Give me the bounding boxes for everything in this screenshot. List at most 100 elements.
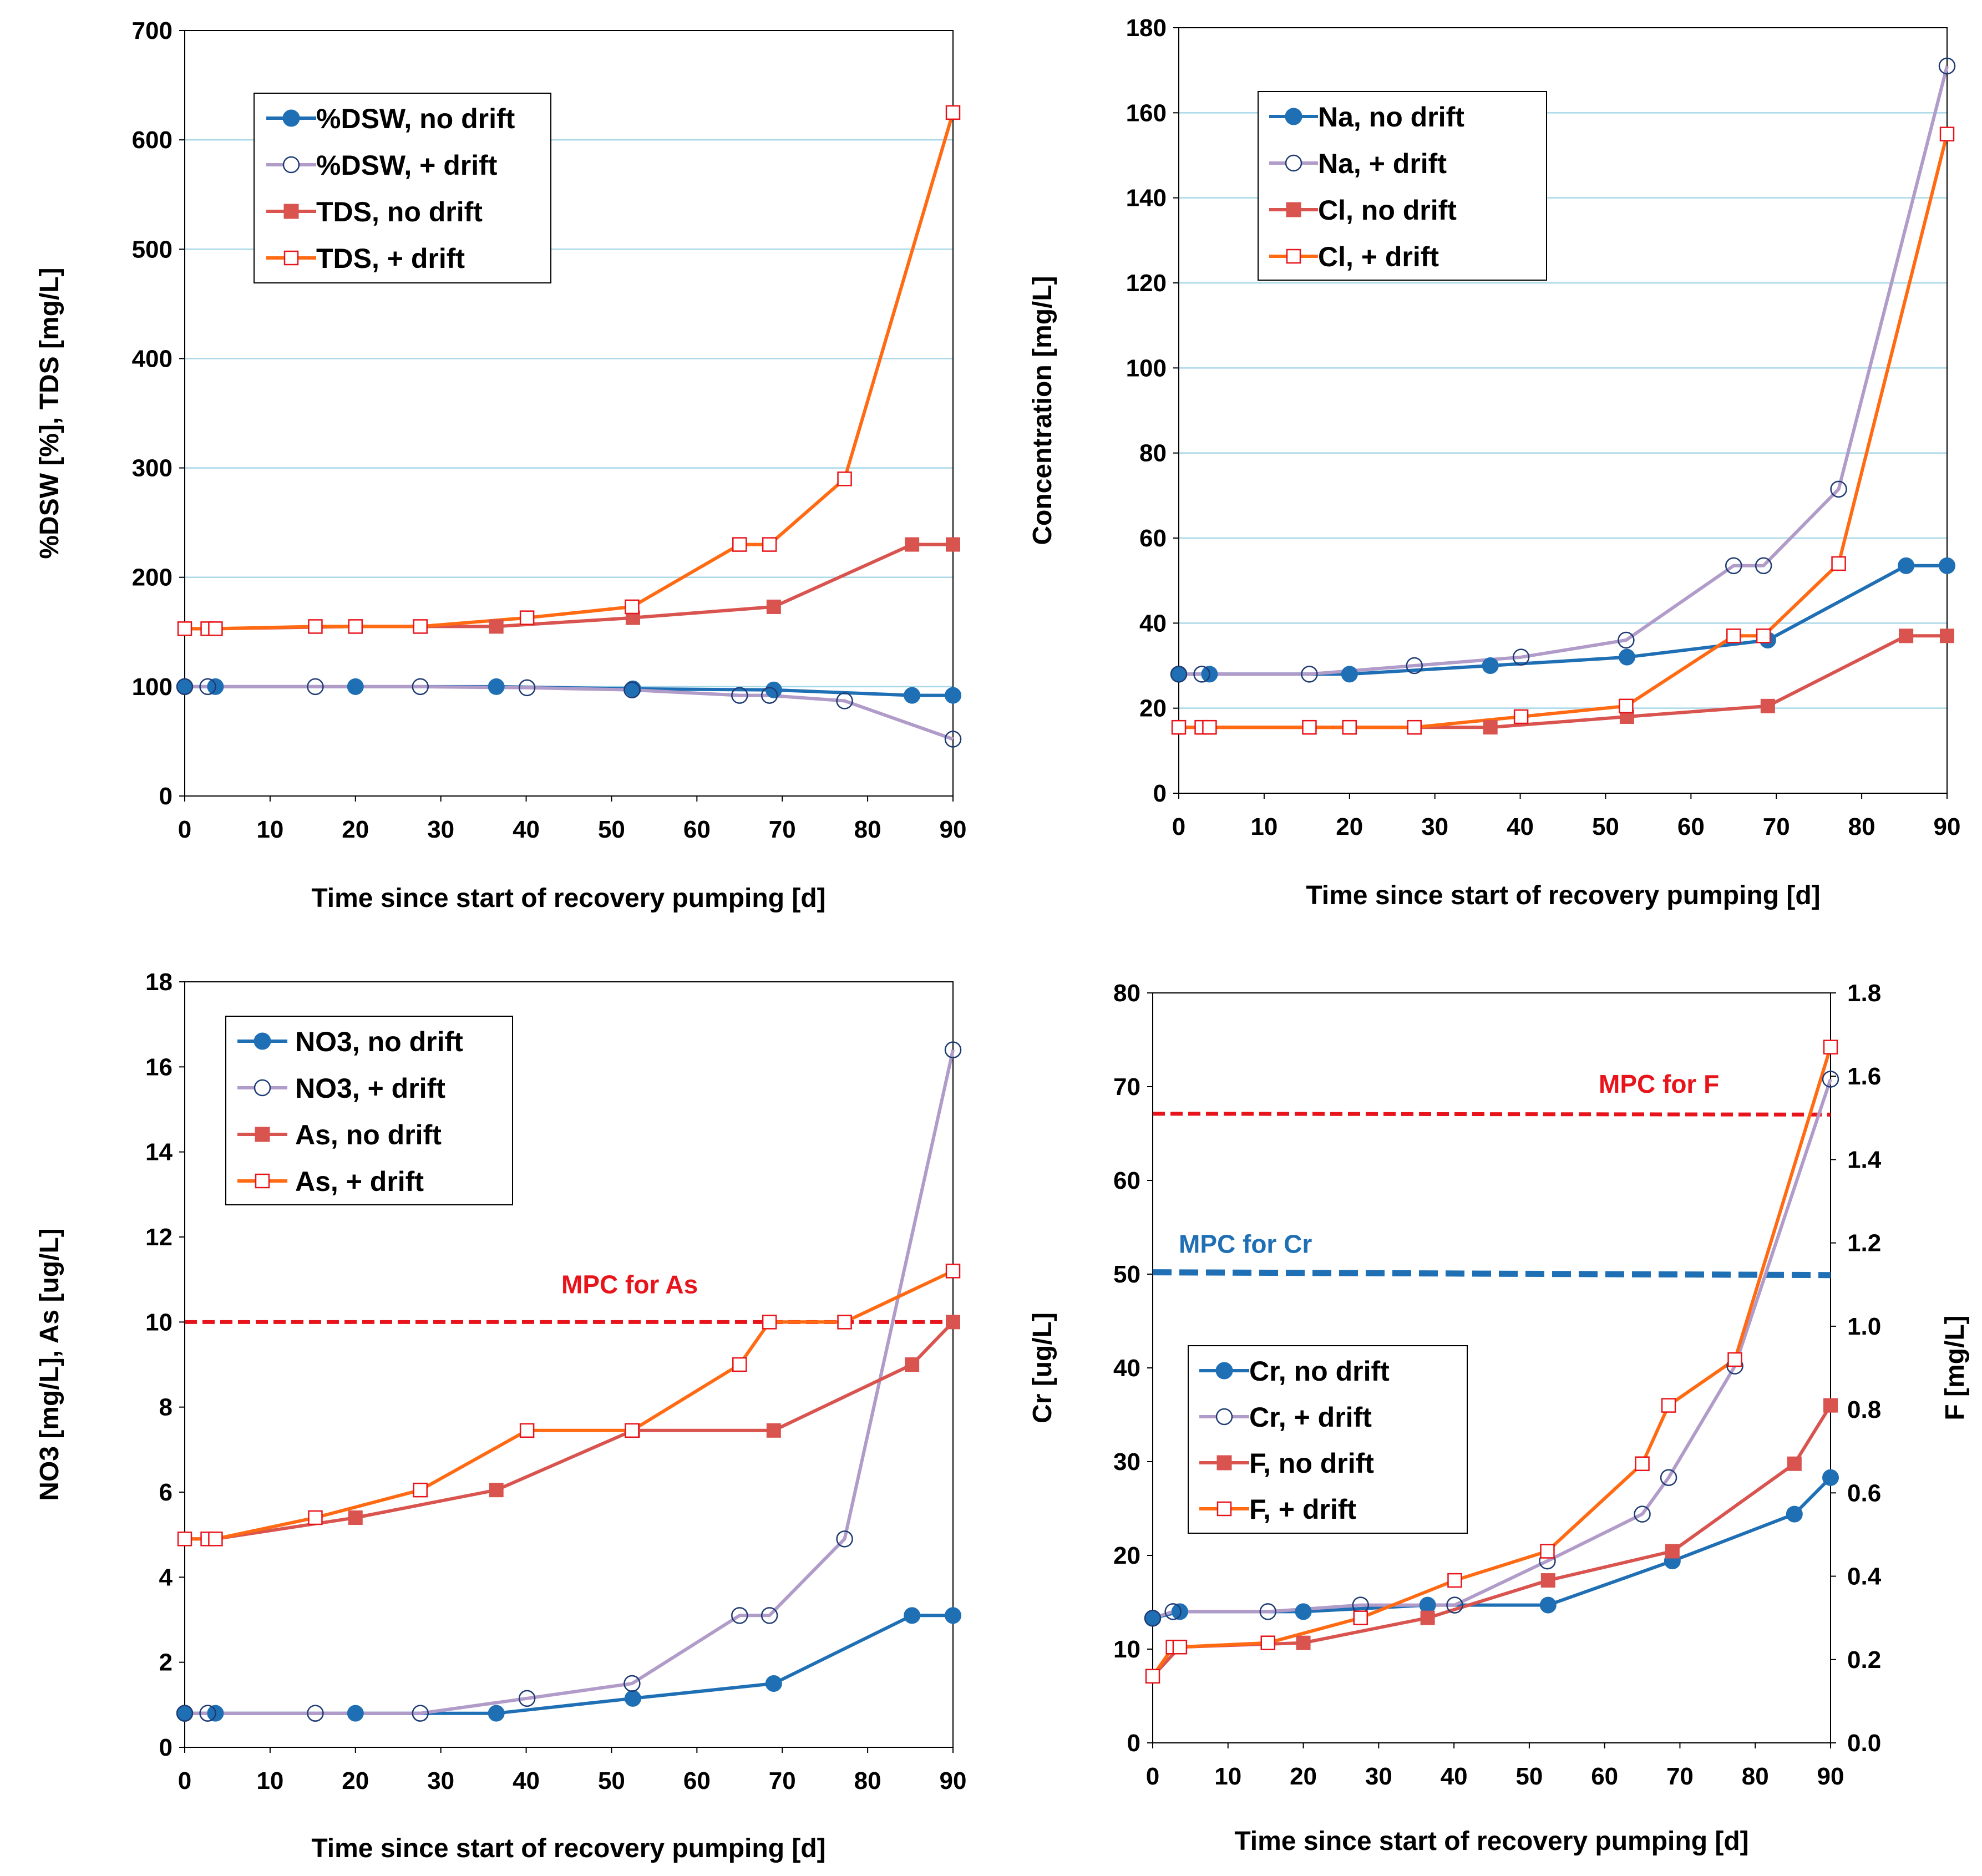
data-point [904,1607,921,1624]
mpc-label: MPC for Cr [1179,1230,1312,1259]
legend: NO3, no drift NO3, + drift As, no drift … [225,1016,513,1205]
x-tick-label: 0 [1146,1763,1159,1790]
legend: Na, no drift Na, + drift Cl, no drift Cl… [1258,91,1547,281]
y2-tick-label: 1.8 [1847,980,1881,1007]
legend-marker-2 [1216,1455,1232,1471]
data-point [1822,1469,1839,1486]
x-tick-label: 10 [256,1767,283,1794]
data-point [199,678,216,696]
data-point [1420,1610,1435,1625]
legend: %DSW, no drift %DSW, + drift TDS, no dri… [254,93,551,283]
series-line [1152,1078,1832,1620]
mpc-label: MPC for As [561,1270,698,1299]
y-tick-label: 120 [1126,270,1167,297]
x-tick-label: 70 [1763,813,1790,840]
x-tick-label: 30 [1365,1763,1392,1790]
legend-label-0: %DSW, no drift [316,103,515,134]
data-point [1539,1596,1557,1614]
data-point [1302,719,1317,735]
x-tick-label: 40 [513,816,540,843]
data-point [1164,1603,1182,1620]
y-tick-label: 14 [145,1139,173,1166]
data-point [1787,1456,1802,1471]
y-tick-label: 60 [1139,525,1167,552]
y-tick-label: 100 [1126,354,1167,382]
data-point [732,537,747,552]
data-point [1447,1573,1462,1588]
legend-marker-1 [1285,154,1302,172]
data-point [766,599,781,614]
data-point [177,621,192,636]
data-point [518,679,536,697]
legend-marker-2 [283,204,299,219]
data-point [1512,648,1530,666]
y2-tick-label: 1.2 [1847,1230,1881,1257]
legend-label-2: Cl, no drift [1318,195,1457,226]
legend-label-0: Cr, no drift [1249,1356,1390,1387]
legend-label-3: F, + drift [1249,1494,1356,1525]
legend-marker-1 [1215,1408,1233,1426]
series-line [1179,65,1949,676]
data-point [176,678,194,696]
legend-marker-1 [254,1079,271,1097]
plot-frame [184,30,954,797]
series-line [185,1614,953,1715]
x-tick-label: 90 [1934,813,1961,840]
legend-marker-3 [255,1173,270,1189]
legend-marker-1 [282,156,300,174]
y2-tick-label: 0.4 [1847,1563,1882,1590]
y-tick-label: 400 [132,345,173,372]
legend-label-1: Cr, + drift [1249,1402,1372,1433]
series-line [185,685,954,741]
legend-label-3: As, + drift [295,1166,424,1197]
y2-tick-label: 1.0 [1847,1313,1881,1340]
data-point [945,1607,961,1624]
data-point [625,599,640,615]
x-axis-title: Time since start of recovery pumping [d] [1234,1827,1748,1856]
legend-marker-0 [254,1032,271,1050]
data-point [1301,666,1318,683]
data-point [347,678,364,695]
y-tick-label: 8 [159,1394,173,1421]
x-axis-title: Time since start of recovery pumping [d] [311,884,825,913]
x-tick-label: 10 [256,816,283,843]
data-point [488,678,505,695]
data-point [347,1705,364,1722]
data-point [945,1264,961,1279]
data-point [1665,1544,1680,1559]
data-point [1940,628,1954,643]
x-tick-label: 60 [683,1767,711,1794]
y-tick-label: 40 [1113,1355,1140,1382]
data-point [348,619,363,634]
data-point [1939,126,1955,141]
legend-label-2: F, no drift [1249,1448,1374,1479]
data-point [836,692,853,709]
data-point [413,1482,428,1498]
y-tick-label: 600 [132,126,173,154]
y-tick-label: 50 [1113,1261,1140,1288]
data-point [1899,628,1914,643]
y-tick-label: 4 [159,1564,173,1591]
data-point [624,680,641,697]
x-tick-label: 90 [1817,1763,1844,1790]
legend-marker-2 [1286,202,1301,217]
mpc-label: MPC for F [1599,1069,1719,1098]
series-line [185,542,953,631]
data-point [208,1532,223,1547]
data-point [945,687,961,704]
data-point [761,1607,778,1624]
y-tick-label: 140 [1126,185,1167,212]
legend-label-0: NO3, no drift [295,1026,463,1057]
y-tick-label: 80 [1113,980,1140,1007]
data-point [1830,480,1847,498]
legend-label-1: Na, + drift [1318,148,1447,179]
data-point [1726,628,1741,643]
y-tick-label: 500 [132,236,173,263]
plot-frame [1178,27,1948,794]
y-tick-label: 16 [145,1053,173,1081]
data-point [1193,666,1210,683]
data-point [489,1483,504,1498]
y-tick-label: 0 [159,1734,173,1761]
data-point [1661,1398,1676,1413]
